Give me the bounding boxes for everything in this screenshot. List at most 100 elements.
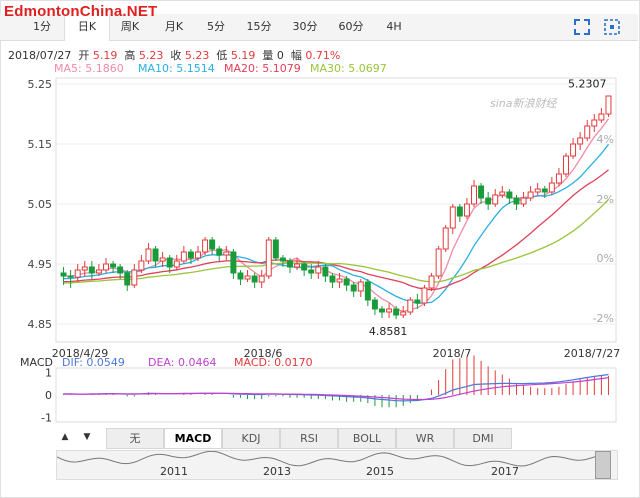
navigator-tick: 2017 xyxy=(491,465,519,478)
candle-body xyxy=(74,269,81,278)
watermark: EdmontonChina.NET xyxy=(4,3,158,20)
period-tab-0[interactable]: 1分 xyxy=(33,20,51,33)
candle-body xyxy=(216,248,223,256)
navigator-tick: 2013 xyxy=(263,465,291,478)
ma-line-3 xyxy=(63,198,609,284)
scroll-right-arrow-icon[interactable]: ▼ xyxy=(83,432,91,442)
candle-body xyxy=(166,257,173,268)
ma10-label: MA10: 5.1514 xyxy=(138,62,215,75)
candle-body xyxy=(117,266,124,274)
period-tab-3[interactable]: 月K xyxy=(164,20,184,33)
y-tick-label: 5.25 xyxy=(28,78,53,91)
info-open: 5.19 xyxy=(92,49,118,62)
candle-body xyxy=(329,275,336,283)
max-price-label: 5.2307 xyxy=(568,78,607,91)
indicator-tab-kdj[interactable]: KDJ xyxy=(222,428,280,449)
pct-tick-label: 0% xyxy=(597,252,614,265)
candle-body xyxy=(272,239,279,259)
navigator-tick: 2011 xyxy=(160,465,188,478)
info-open-label: 开 xyxy=(78,49,90,62)
candle-body xyxy=(173,260,180,268)
period-tab-4[interactable]: 5分 xyxy=(207,20,225,33)
candle-body xyxy=(195,251,201,259)
candle-body xyxy=(88,266,95,274)
info-amp: 0.71% xyxy=(305,49,341,62)
navigator-tick: 2015 xyxy=(366,465,394,478)
candle-body xyxy=(124,272,131,286)
candle-body xyxy=(520,197,527,205)
candle-body xyxy=(145,248,152,262)
period-tab-2[interactable]: 周K xyxy=(120,20,140,33)
candle-body xyxy=(442,227,449,250)
macd-legend-0: MACD xyxy=(20,356,53,369)
period-tab-1[interactable]: 日K xyxy=(64,14,110,41)
info-vol: 0 xyxy=(276,49,284,62)
indicator-tab-wr[interactable]: WR xyxy=(396,428,454,449)
macd-legend-3: MACD: 0.0170 xyxy=(234,356,313,369)
candle-body xyxy=(103,263,109,271)
candle-body xyxy=(598,113,605,121)
ma20-label: MA20: 5.1079 xyxy=(224,62,301,75)
dea-line xyxy=(63,377,609,401)
candle-body xyxy=(570,143,577,157)
time-navigator[interactable]: 2011 2013 2015 2017 xyxy=(56,450,618,480)
candle-body xyxy=(131,269,138,286)
scroll-left-arrow-icon[interactable]: ▲ xyxy=(61,432,69,442)
indicator-tab-dmi[interactable]: DMI xyxy=(454,428,512,449)
candle-body xyxy=(159,257,166,262)
candle-body xyxy=(563,155,569,175)
macd-plot-area xyxy=(55,367,617,423)
indicator-tab-rsi[interactable]: RSI xyxy=(280,428,338,449)
candle-body xyxy=(336,278,343,283)
indicator-tab-boll[interactable]: BOLL xyxy=(338,428,396,449)
candle-body xyxy=(364,281,371,301)
period-tab-7[interactable]: 60分 xyxy=(338,20,364,33)
period-tab-5[interactable]: 15分 xyxy=(246,20,272,33)
candle-body xyxy=(428,275,435,289)
candle-body xyxy=(60,272,67,277)
candle-body xyxy=(449,206,456,229)
candle-body xyxy=(379,308,385,313)
candle-body xyxy=(237,272,244,280)
candle-body xyxy=(301,263,308,271)
x-tick-label: 2018/7 xyxy=(433,347,472,360)
info-amp-label: 幅 xyxy=(290,49,302,62)
period-tab-6[interactable]: 30分 xyxy=(292,20,318,33)
candle-body xyxy=(265,239,272,277)
candle-body xyxy=(308,269,315,274)
navigator-line xyxy=(56,450,598,467)
candle-body xyxy=(202,239,209,253)
candle-body xyxy=(357,281,364,292)
candle-body xyxy=(478,185,485,199)
plot-area xyxy=(55,77,617,343)
y-tick-label: 4.85 xyxy=(28,318,53,331)
macd-legend-1: DIF: 0.0549 xyxy=(62,356,125,369)
candle-body xyxy=(513,197,520,205)
indicator-tab-macd[interactable]: MACD xyxy=(164,428,222,449)
candle-body xyxy=(577,137,584,145)
candle-body xyxy=(95,269,102,274)
candle-body xyxy=(279,257,286,262)
candle-body xyxy=(414,299,421,304)
navigator-handle[interactable] xyxy=(595,451,611,479)
candle-body xyxy=(471,185,477,205)
macd-y-tick: -1 xyxy=(41,412,52,425)
candle-body xyxy=(386,308,393,313)
info-vol-label: 量 xyxy=(262,49,274,62)
indicator-tab-无[interactable]: 无 xyxy=(106,428,164,449)
pct-tick-label: 4% xyxy=(597,133,614,146)
period-tab-8[interactable]: 4H xyxy=(386,20,402,33)
candle-body xyxy=(343,278,350,286)
ma5-label: MA5: 5.1860 xyxy=(54,62,124,75)
fullscreen-icon[interactable] xyxy=(572,17,592,37)
candle-body xyxy=(187,251,194,259)
candle-body xyxy=(527,191,534,199)
candle-body xyxy=(67,275,74,278)
settings-icon[interactable] xyxy=(602,17,622,37)
macd-legend-2: DEA: 0.0464 xyxy=(148,356,216,369)
candle-body xyxy=(294,263,301,268)
ma-line-2 xyxy=(63,169,609,291)
candle-body xyxy=(499,191,506,196)
candle-body xyxy=(251,275,258,283)
